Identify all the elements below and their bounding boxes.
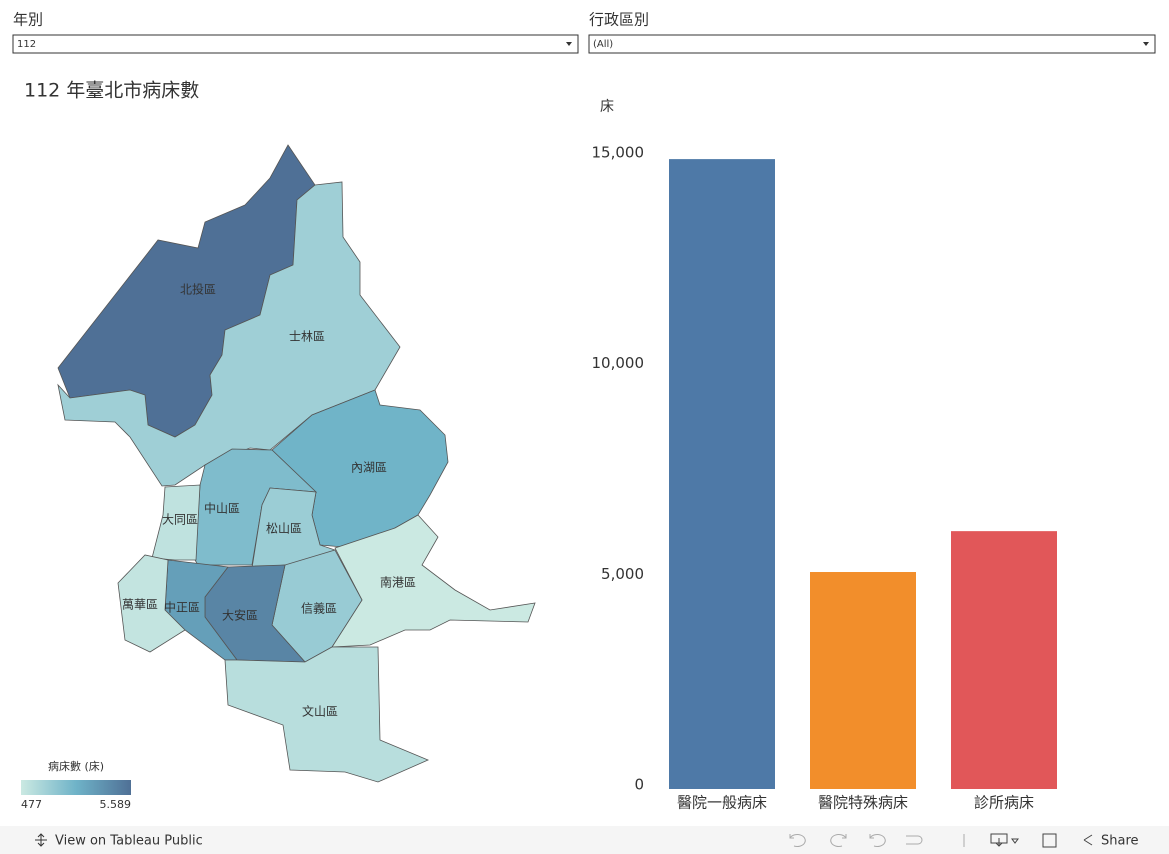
x-tick-label: 診所病床 [974, 794, 1034, 812]
bar-chart: 床 0 5,000 10,000 15,000 醫院一般病床 醫院特殊病床 診所病床 [592, 99, 1057, 812]
y-tick-label: 0 [634, 776, 644, 794]
revert-icon[interactable] [869, 834, 886, 847]
y-axis-label: 床 [600, 99, 614, 115]
district[interactable] [224, 646, 430, 783]
district-label: 信義區 [301, 601, 337, 616]
download-icon[interactable] [990, 833, 1019, 847]
tableau-icon [35, 833, 47, 847]
filter-label: 行政區別 [589, 11, 649, 29]
district-label: 南港區 [380, 575, 416, 590]
refresh-icon[interactable] [906, 835, 923, 845]
y-tick-label: 10,000 [592, 354, 645, 372]
filter-label: 年別 [13, 11, 43, 29]
filter-dropdown[interactable] [588, 34, 1156, 54]
x-tick-label: 醫院一般病床 [677, 794, 767, 812]
district[interactable] [331, 514, 536, 648]
bar[interactable] [669, 159, 775, 789]
district-label: 大同區 [162, 513, 198, 527]
filter-dropdown[interactable] [12, 34, 579, 54]
view-link[interactable]: View on Tableau Public [55, 834, 203, 849]
district-label: 士林區 [289, 330, 325, 344]
district-label: 萬華區 [122, 598, 158, 612]
district-label: 文山區 [302, 704, 338, 719]
y-tick-label: 5,000 [601, 565, 644, 583]
legend-min: 477 [21, 798, 42, 811]
redo-icon[interactable] [830, 834, 847, 847]
bar[interactable] [951, 531, 1057, 789]
district-label: 北投區 [180, 282, 216, 297]
legend-max: 5.589 [100, 798, 132, 811]
dropdown-arrow [566, 42, 572, 46]
district-label: 松山區 [266, 522, 302, 536]
legend-title: 病床數 (床) [48, 759, 104, 773]
legend-gradient [21, 780, 131, 795]
fullscreen-icon[interactable] [1042, 833, 1057, 848]
x-tick-label: 醫院特殊病床 [818, 794, 908, 812]
bar[interactable] [810, 572, 916, 789]
district[interactable] [151, 484, 201, 561]
toolbar [0, 826, 1169, 854]
district-label: 大安區 [222, 608, 258, 623]
filter-value: (All) [593, 39, 613, 50]
share-icon[interactable] [1083, 834, 1093, 846]
district[interactable] [57, 181, 401, 487]
share-button[interactable]: Share [1101, 834, 1139, 849]
district[interactable] [117, 554, 186, 653]
map-title: 112 年臺北市病床數 [24, 80, 199, 102]
undo-icon[interactable] [789, 834, 806, 847]
dropdown-arrow [1143, 42, 1149, 46]
filter-value: 112 [17, 39, 36, 50]
district-label: 中正區 [164, 600, 200, 615]
district-label: 中山區 [204, 501, 240, 516]
district-label: 內湖區 [351, 460, 387, 475]
y-tick-label: 15,000 [592, 144, 645, 162]
